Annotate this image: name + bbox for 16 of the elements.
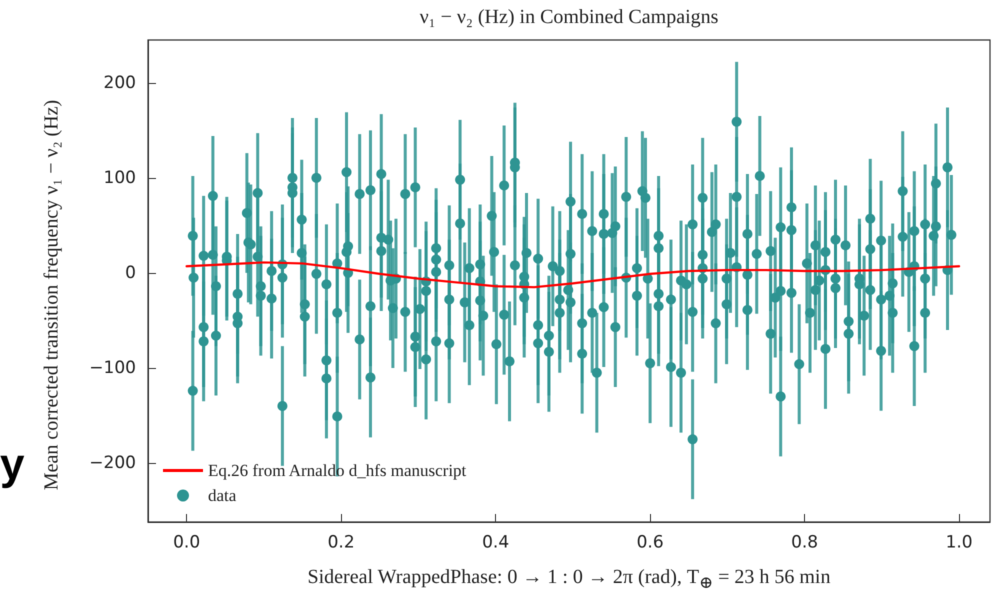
y-tick-label: 100 xyxy=(104,168,136,188)
y-tick-label: 200 xyxy=(104,72,136,93)
legend-label: data xyxy=(208,486,237,505)
x-axis-title: Sidereal WrappedPhase: 0 → 1 : 0 → 2π (rad), T$_{⊕}$ = 23 h 56 min xyxy=(306,566,832,593)
y-tick-label: 0 xyxy=(125,262,136,283)
chart-title: ν₁ − ν₂ (Hz) in Combined Campaigns xyxy=(418,6,720,29)
x-tick-label: 1.0 xyxy=(946,532,973,552)
x-tick-label: 0.0 xyxy=(173,532,200,552)
x-tick-label: 0.6 xyxy=(636,532,664,552)
text: y xyxy=(0,440,24,490)
y-tick-label: −100 xyxy=(89,358,136,378)
y-axis-title: Mean corrected transition frequency ν₁ − ν₂ (Hz) xyxy=(40,100,64,490)
x-tick-label: 0.2 xyxy=(328,532,355,552)
x-tick-label: 0.4 xyxy=(482,532,510,552)
y-tick-label: −200 xyxy=(89,453,136,474)
x-tick-label: 0.8 xyxy=(791,532,818,552)
